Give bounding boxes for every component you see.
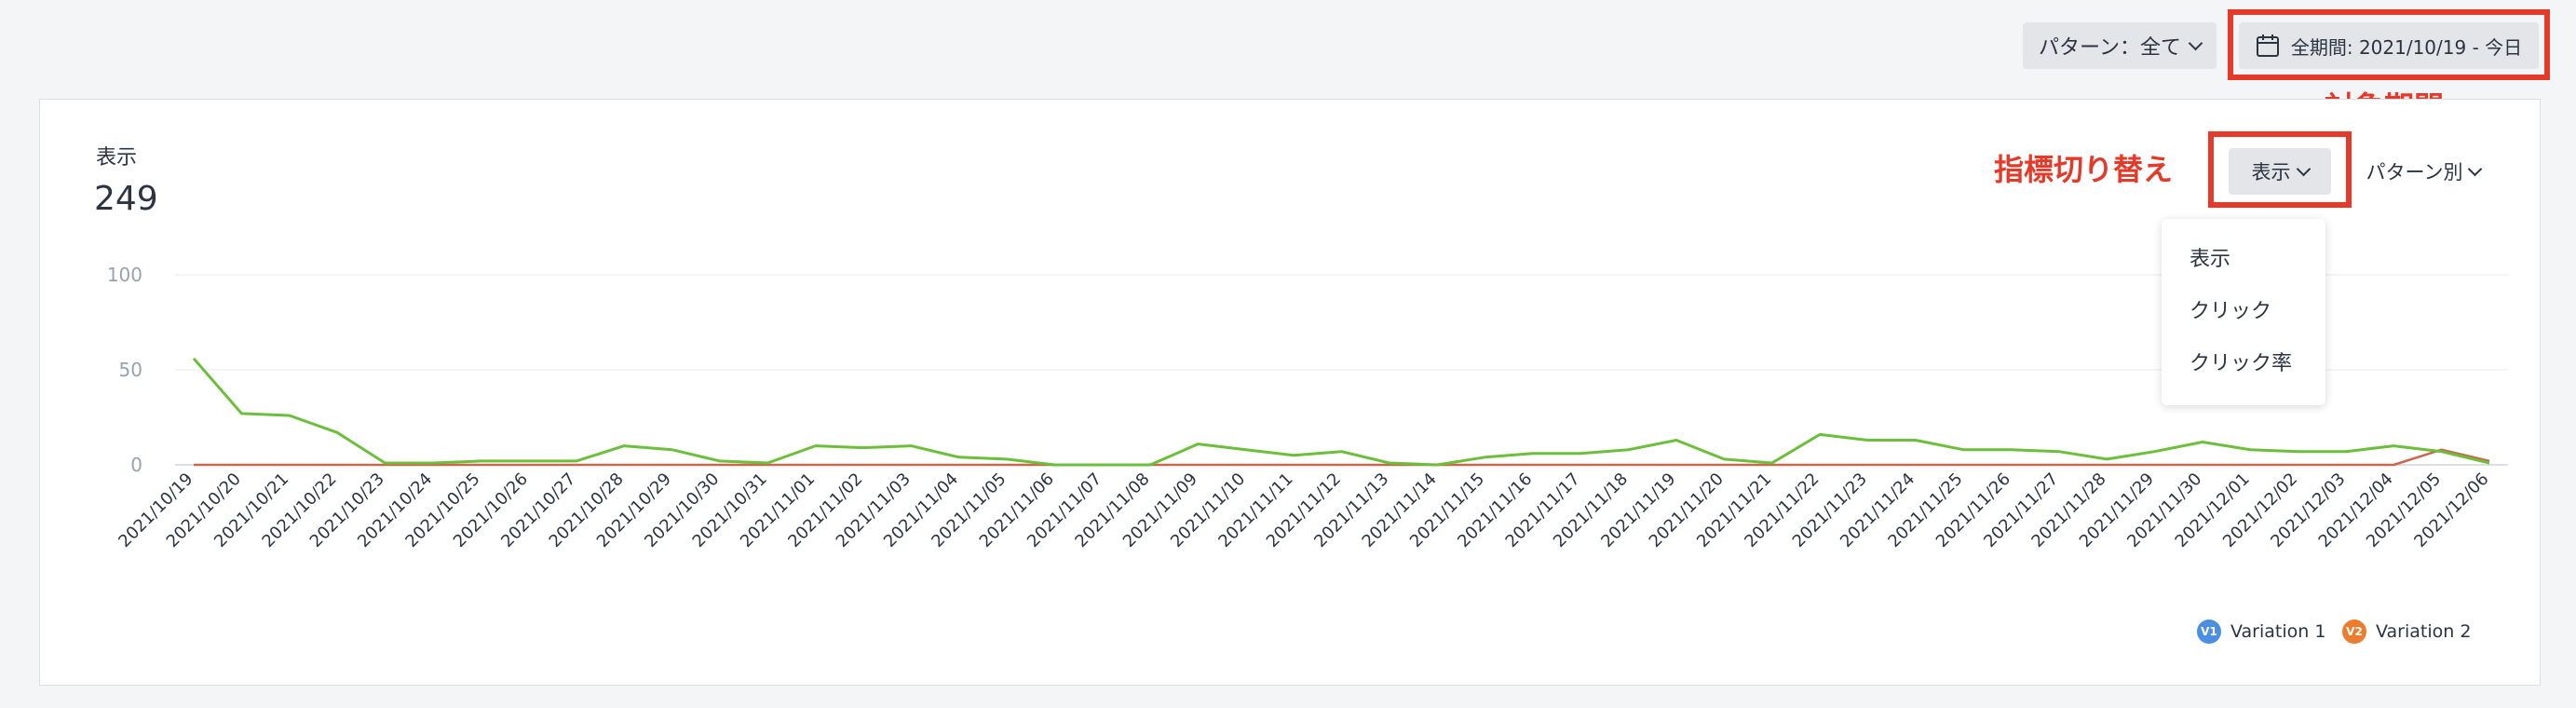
metric-select-button[interactable]: 表示 xyxy=(2229,148,2331,195)
v2-badge-icon: V2 xyxy=(2342,620,2366,644)
metric-highlight-box xyxy=(2208,131,2352,208)
group-select-label: パターン別 xyxy=(2366,161,2463,184)
line-chart: 0501002021/10/192021/10/202021/10/212021… xyxy=(107,264,2508,551)
metric-title: 表示 xyxy=(96,146,138,170)
metric-select-label: 表示 xyxy=(2251,161,2291,184)
pattern-filter-button[interactable]: パターン：全て xyxy=(2023,22,2217,69)
dropdown-item-clicks[interactable]: クリック xyxy=(2190,300,2272,323)
period-filter-button[interactable]: 全期間: 2021/10/19 - 今日 xyxy=(2239,22,2539,69)
y-tick-label: 0 xyxy=(130,454,142,476)
chart-card: 表示 249 指標切り替え 表示 パターン別 0 50 100 2021/10/19 2… xyxy=(39,99,2541,686)
metric-dropdown-menu: 表示 クリック クリック率 xyxy=(2162,219,2325,405)
dropdown-item-ctr[interactable]: クリック率 xyxy=(2190,352,2293,375)
series-line-variation-2 xyxy=(194,448,2490,467)
top-toolbar: パターン：全て 全期間: 2021/10/19 - 今日 対象期間 xyxy=(0,0,2576,125)
metric-value: 249 xyxy=(94,180,158,218)
period-filter-label: 全期間: 2021/10/19 - 今日 xyxy=(2290,35,2523,59)
chevron-down-icon xyxy=(2188,35,2203,50)
pattern-filter-label: パターン：全て xyxy=(2039,36,2181,60)
calendar-icon xyxy=(2256,34,2279,57)
y-tick-label: 100 xyxy=(107,264,142,286)
metric-annotation: 指標切り替え xyxy=(1994,152,2174,187)
legend-label: Variation 1 xyxy=(2230,621,2326,642)
period-highlight-box xyxy=(2228,9,2550,80)
legend-item-v1[interactable]: V1 Variation 1 xyxy=(2197,620,2325,644)
legend-item-v2[interactable]: V2 Variation 2 xyxy=(2342,620,2471,644)
legend-label: Variation 2 xyxy=(2376,621,2472,642)
y-tick-label: 50 xyxy=(119,359,142,381)
dropdown-item-impressions[interactable]: 表示 xyxy=(2190,248,2231,271)
series-line-variation-1 xyxy=(192,357,2490,467)
group-select-button[interactable]: パターン別 xyxy=(2340,148,2506,195)
v1-badge-icon: V1 xyxy=(2197,620,2221,644)
